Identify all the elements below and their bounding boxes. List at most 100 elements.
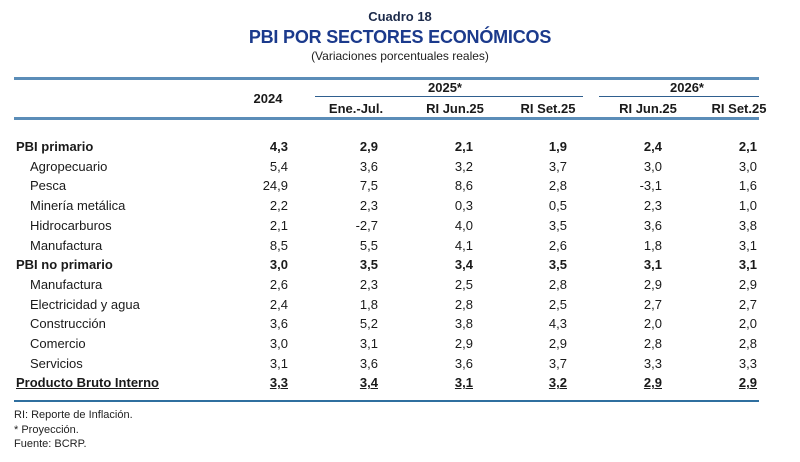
cell-value: 2,6	[548, 237, 567, 253]
row-label: PBI primario	[16, 139, 94, 154]
header-2024: 2024	[253, 91, 283, 106]
table-row: Pesca 24,9 7,5 8,6 2,8 -3,1 1,6	[0, 178, 800, 197]
cell-value: 2,8	[548, 178, 567, 194]
cell-value: 3,6	[359, 355, 378, 371]
cell-value: 3,8	[454, 316, 473, 332]
header-ene-jul: Ene.-Jul.	[328, 101, 384, 116]
cell-value: 3,7	[548, 355, 567, 371]
cell-value: 2,8	[738, 336, 757, 351]
group-2026-rule	[599, 96, 759, 97]
cell-value: 5,2	[359, 316, 378, 332]
group-2025-rule	[315, 96, 583, 97]
cell-value: 4,3	[548, 316, 567, 332]
top-rule	[14, 77, 759, 80]
table-row: Hidrocarburos 2,1 -2,7 4,0 3,5 3,6 3,8	[0, 218, 800, 237]
cell-value: 2,7	[738, 296, 757, 312]
cell-value: 3,3	[269, 375, 288, 391]
row-label: Servicios	[30, 355, 83, 371]
row-label: Electricidad y agua	[30, 296, 140, 312]
header-2026-ri-jun: RI Jun.25	[619, 101, 677, 116]
cell-value: 3,0	[643, 158, 662, 174]
header-2025: 2025*	[428, 80, 462, 95]
cell-value: 8,6	[454, 178, 473, 194]
cell-value: 3,5	[359, 257, 378, 273]
row-label: Hidrocarburos	[30, 217, 112, 233]
cell-value: 2,4	[269, 296, 288, 312]
cell-value: 2,8	[548, 276, 567, 292]
cell-value: 8,5	[269, 237, 288, 253]
table-number: Cuadro 18	[368, 9, 432, 24]
cell-value: 2,1	[269, 217, 288, 233]
table-row: Electricidad y agua 2,4 1,8 2,8 2,5 2,7 2,7	[0, 297, 800, 316]
cell-value: 24,9	[262, 178, 288, 194]
row-label: Manufactura	[30, 237, 103, 253]
cell-value: 3,6	[454, 355, 473, 371]
cell-value: 2,1	[738, 139, 757, 154]
cell-value: 3,0	[269, 336, 288, 351]
table-row: Agropecuario 5,4 3,6 3,2 3,7 3,0 3,0	[0, 159, 800, 178]
cell-value: 3,1	[643, 257, 662, 273]
cell-value: 4,3	[269, 139, 288, 154]
header-2025-ri-jun: RI Jun.25	[426, 101, 484, 116]
cell-value: 2,0	[738, 316, 757, 332]
header-rule	[14, 117, 759, 120]
cell-value: 3,5	[548, 257, 567, 273]
cell-value: 1,6	[738, 178, 757, 194]
cell-value: -3,1	[639, 178, 662, 194]
header-2026: 2026*	[670, 80, 704, 95]
cell-value: 2,9	[643, 375, 662, 391]
table-row: Minería metálica 2,2 2,3 0,3 0,5 2,3 1,0	[0, 198, 800, 217]
cell-value: 0,3	[454, 198, 473, 214]
cell-value: 3,3	[643, 355, 662, 371]
cell-value: 3,0	[738, 158, 757, 174]
cell-value: 1,9	[548, 139, 567, 154]
cell-value: 3,1	[738, 237, 757, 253]
cell-value: 2,3	[643, 198, 662, 214]
cell-value: 2,2	[269, 198, 288, 214]
row-label: Minería metálica	[30, 198, 126, 214]
cell-value: 2,9	[643, 276, 662, 292]
cell-value: 3,1	[454, 375, 473, 391]
cell-value: 2,9	[738, 276, 757, 292]
table-row: PBI no primario 3,0 3,5 3,4 3,5 3,1 3,1	[0, 257, 800, 276]
table-title: PBI POR SECTORES ECONÓMICOS	[248, 27, 552, 47]
cell-value: 2,9	[454, 336, 473, 351]
cell-value: 3,1	[359, 336, 378, 351]
cell-value: 3,7	[548, 158, 567, 174]
cell-value: 2,5	[548, 296, 567, 312]
cell-value: 5,4	[269, 158, 288, 174]
cell-value: 2,4	[643, 139, 662, 154]
table-row: Construcción 3,6 5,2 3,8 4,3 2,0 2,0	[0, 316, 800, 335]
cell-value: 2,0	[643, 316, 662, 332]
cell-value: 0,5	[548, 198, 567, 214]
cell-value: 5,5	[359, 237, 378, 253]
row-label: Pesca	[30, 178, 67, 194]
cell-value: 2,9	[359, 139, 378, 154]
cell-value: 3,6	[269, 316, 288, 332]
note-ri: RI: Reporte de Inflación.	[14, 409, 133, 421]
table-row: Manufactura 8,5 5,5 4,1 2,6 1,8 3,1	[0, 238, 800, 257]
cell-value: 4,1	[454, 237, 473, 253]
cell-value: 3,5	[548, 217, 567, 233]
cell-value: 3,2	[548, 375, 567, 391]
cell-value: 2,1	[454, 139, 473, 154]
note-projection: * Proyección.	[14, 424, 79, 436]
table-row: Manufactura 2,6 2,3 2,5 2,8 2,9 2,9	[0, 277, 800, 296]
table-row: PBI primario 4,3 2,9 2,1 1,9 2,4 2,1	[0, 139, 800, 158]
table-row: Servicios 3,1 3,6 3,6 3,7 3,3 3,3	[0, 356, 800, 375]
row-label: Manufactura	[30, 276, 103, 292]
cell-value: 3,0	[269, 257, 288, 273]
cell-value: 2,3	[359, 276, 378, 292]
cell-value: 2,6	[269, 276, 288, 292]
header-2025-ri-set: RI Set.25	[520, 101, 576, 116]
cell-value: 3,6	[643, 217, 662, 233]
row-label: Producto Bruto Interno	[16, 375, 159, 391]
cell-value: 3,1	[269, 355, 288, 371]
cell-value: 2,8	[643, 336, 662, 351]
cell-value: 3,2	[454, 158, 473, 174]
cell-value: 3,8	[738, 217, 757, 233]
table-row: Producto Bruto Interno 3,3 3,4 3,1 3,2 2,9 2,9	[0, 375, 800, 394]
cell-value: 2,5	[454, 276, 473, 292]
cell-value: 1,0	[738, 198, 757, 214]
header-2026-ri-set: RI Set.25	[711, 101, 767, 116]
